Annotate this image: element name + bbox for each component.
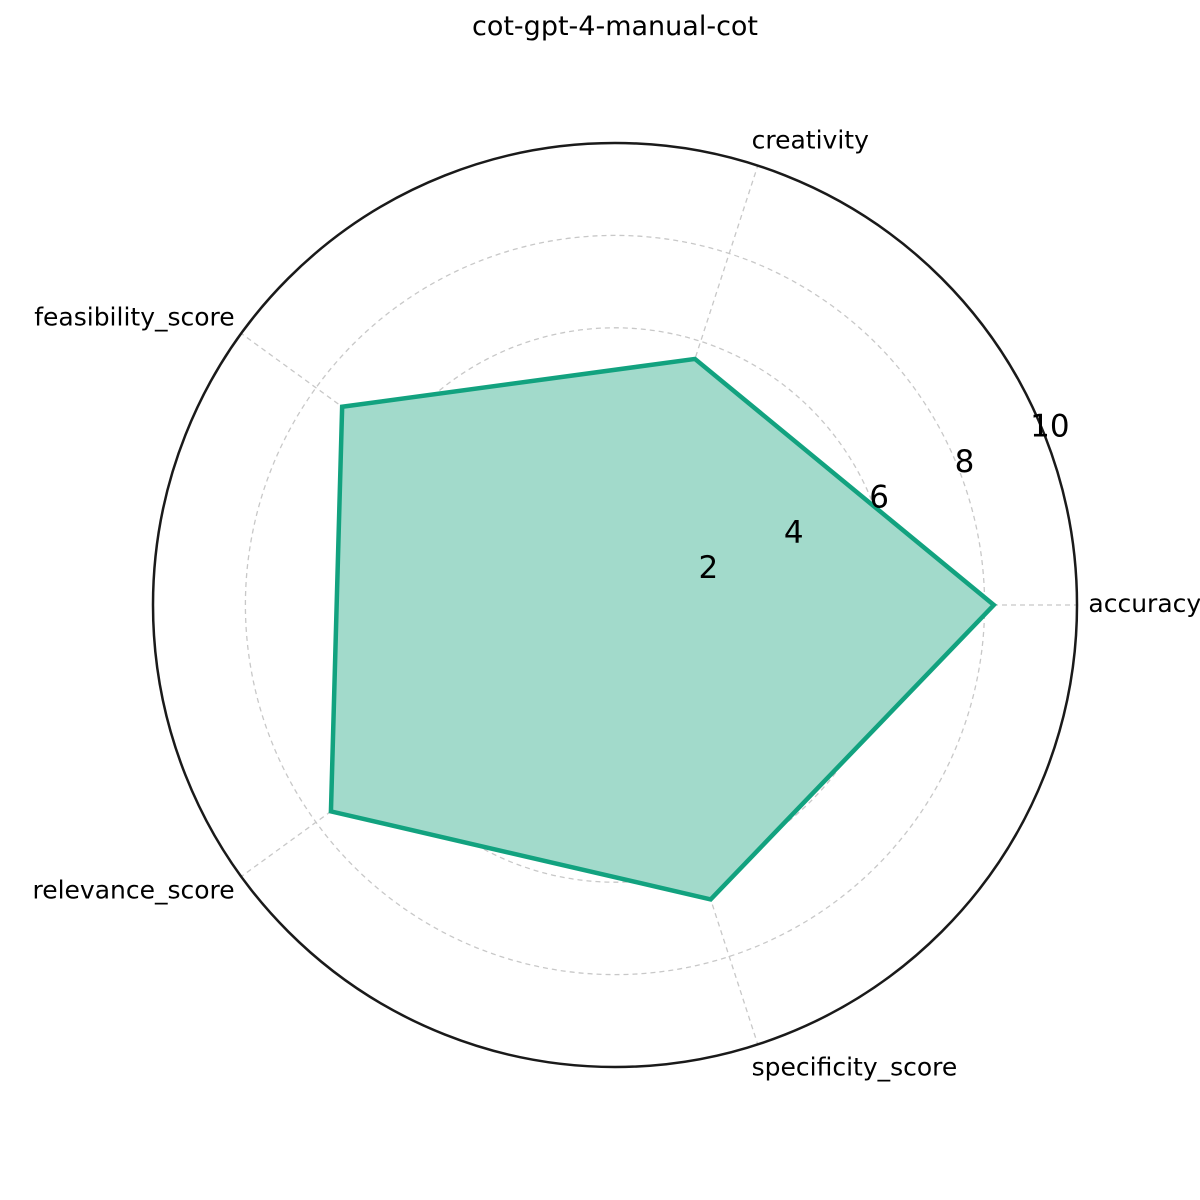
frame-layer: [151, 141, 1079, 1069]
category-label-relevance_score: relevance_score: [32, 875, 234, 904]
radial-tick-label-8: 8: [955, 444, 975, 480]
category-label-creativity: creativity: [752, 125, 869, 154]
radial-tick-label-10: 10: [1030, 409, 1069, 445]
category-label-specificity_score: specificity_score: [752, 1053, 958, 1082]
series-area-0: [330, 358, 994, 900]
chart-title: cot-gpt-4-manual-cot: [472, 11, 758, 42]
series-layer: [328, 356, 998, 902]
category-label-accuracy_score: accuracy_score: [1088, 589, 1200, 618]
radial-tick-label-6: 6: [869, 479, 889, 515]
radial-tick-label-4: 4: [784, 515, 804, 551]
polar-frame: [151, 141, 1079, 1069]
label-layer: accuracy_score creativity feasibility_scor…: [32, 125, 1200, 1081]
series-line-0: [328, 356, 998, 902]
category-label-feasibility_score: feasibility_score: [34, 303, 234, 332]
radial-tick-label-2: 2: [698, 550, 718, 586]
